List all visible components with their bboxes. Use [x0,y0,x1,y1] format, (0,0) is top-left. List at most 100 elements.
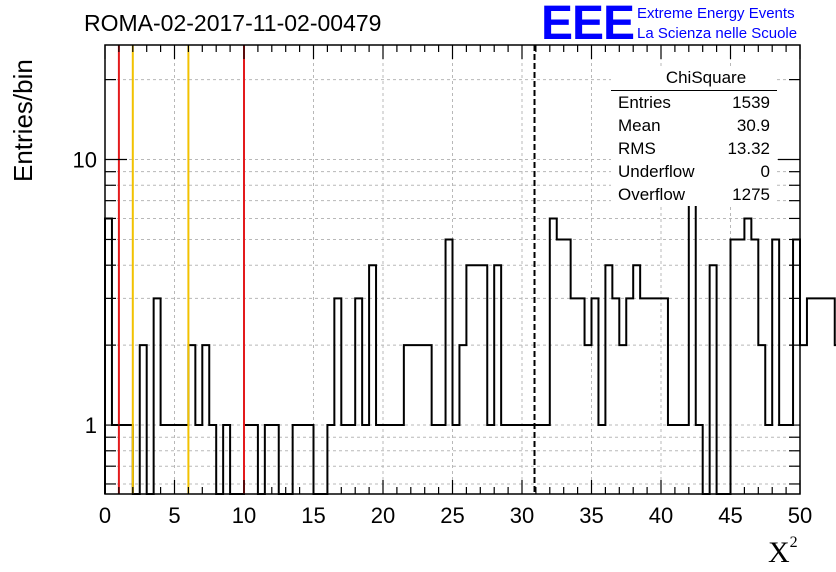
y-tick-label: 10 [73,148,97,173]
x-tick-label: 15 [301,503,325,528]
histogram-bin [598,425,605,494]
histogram-bin [793,239,800,494]
histogram-bin [501,425,508,494]
x-tick-label: 50 [788,503,812,528]
histogram-bin [383,425,390,494]
histogram-bin [327,425,334,494]
histogram-bin [807,298,814,494]
histogram-bin [640,298,647,494]
histogram-bin [181,425,188,494]
histogram-bin [647,298,654,494]
histogram-bin [710,265,717,494]
histogram-bin [466,265,473,494]
histogram-bin [612,298,619,494]
histogram-bin [168,425,175,494]
histogram-bin [543,425,550,494]
histogram-bin [439,425,446,494]
x-tick-label: 10 [232,503,256,528]
stats-row-underflow: Underflow 0 [611,160,777,183]
x-axis-label-sup: 2 [789,534,798,551]
stats-value: 30.9 [736,116,770,135]
histogram-bin [696,425,703,494]
stats-row-rms: RMS 13.32 [611,137,777,160]
histogram-bin [578,298,585,494]
histogram-bin [355,298,362,494]
histogram-bin [751,239,758,494]
histogram-bin [432,425,439,494]
histogram-bin [654,298,661,494]
histogram-bin [334,298,341,494]
histogram-bin [307,425,314,494]
histogram-bin [592,298,599,494]
histogram-bin [154,298,161,494]
stats-label: Underflow [618,162,695,181]
histogram-bin [341,425,348,494]
histogram-bin [772,239,779,494]
stats-row-entries: Entries 1539 [611,91,777,114]
histogram-bin [411,345,418,494]
histogram-bin [188,345,195,494]
histogram-bin [397,425,404,494]
histogram-bin [828,298,835,494]
histogram-bin [682,425,689,494]
histogram-bin [161,425,168,494]
reference-lines [117,45,536,494]
histogram-bin [585,345,592,494]
histogram-bin [390,425,397,494]
x-tick-label: 40 [649,503,673,528]
histogram-bin [404,345,411,494]
histogram-bin [731,239,738,494]
histogram-bin [536,425,543,494]
histogram-bin [779,425,786,494]
histogram-bin [348,425,355,494]
histogram-bin [605,265,612,494]
x-tick-label: 45 [718,503,742,528]
stats-title: ChiSquare [611,66,777,91]
histogram-bin [376,425,383,494]
x-axis-label: X2 [768,534,798,570]
histogram-outline [104,199,836,495]
histogram-bin [119,425,126,494]
histogram-bin [446,239,453,494]
histogram-bin [668,425,675,494]
histogram-bin [571,298,578,494]
y-tick-label: 1 [85,413,97,438]
stats-value: 1275 [732,185,770,204]
histogram-series [104,199,836,495]
histogram-bin [494,265,501,494]
stats-row-mean: Mean 30.9 [611,114,777,137]
stats-value: 1539 [732,93,770,112]
histogram-bin [675,425,682,494]
histogram-bin [195,425,202,494]
x-tick-label: 5 [168,503,180,528]
histogram-bin [633,265,640,494]
histogram-bin [140,345,147,494]
histogram-bin [272,425,279,494]
y-tick-labels: 1 10 [73,148,97,439]
histogram-bin [480,265,487,494]
stats-label: Mean [618,116,661,135]
x-tick-label: 30 [510,503,534,528]
histogram-bin [744,218,751,494]
x-axis-label-base: X [768,536,790,569]
histogram-bin [265,425,272,494]
histogram-bin [661,298,668,494]
org-subtitle: La Scienza nelle Scuole [637,25,798,42]
histogram-bin [487,425,494,494]
histogram-bin [175,425,182,494]
x-tick-label: 25 [440,503,464,528]
histogram-bin [105,218,112,494]
histogram-bin [418,345,425,494]
x-tick-label: 0 [99,503,111,528]
histogram-bin [758,345,765,494]
histogram-bin [564,239,571,494]
histogram-bin [425,345,432,494]
x-tick-labels: 0 5 10 15 20 25 30 35 40 45 50 [99,503,812,528]
histogram-bin [244,425,251,494]
stats-label: Entries [618,93,671,112]
y-axis-label: Entries/bin [8,59,38,182]
stats-label: Overflow [618,185,686,204]
histogram-bin [737,239,744,494]
axis-ticks [104,45,801,494]
